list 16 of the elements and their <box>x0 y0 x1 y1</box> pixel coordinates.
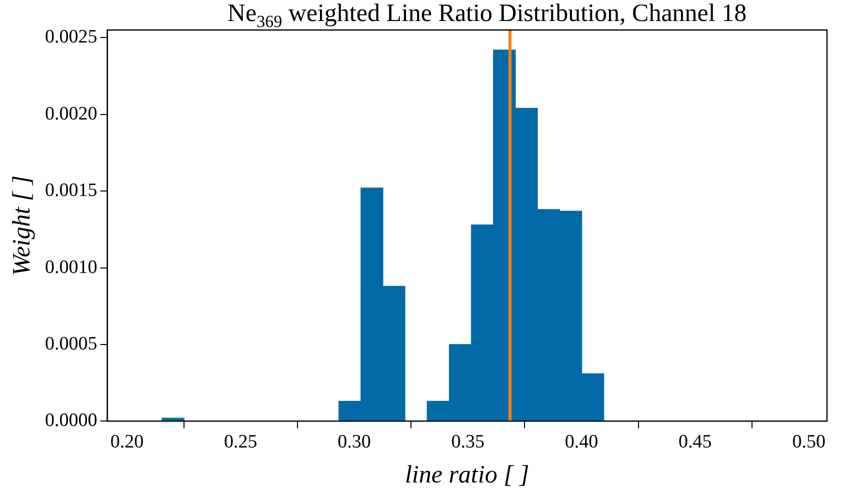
y-tick-label: 0.0015 <box>45 180 98 202</box>
y-axis-title: Weight [ ] <box>8 175 36 276</box>
y-tick-label: 0.0010 <box>45 256 98 278</box>
y-tick-label: 0.0025 <box>45 26 98 48</box>
x-tick-label: 0.25 <box>224 432 258 453</box>
y-tick-label: 0.0005 <box>45 333 98 354</box>
x-tick-label: 0.45 <box>678 432 712 453</box>
x-tick-label: 0.50 <box>792 432 826 453</box>
x-tick-label: 0.35 <box>451 432 485 453</box>
chart-title: Ne$_{369}$ weighted Line Ratio Distribution, Channel 18 <box>226 0 748 32</box>
y-tick-label: 0.0000 <box>45 410 98 432</box>
x-tick-label: 0.30 <box>338 432 371 453</box>
x-axis-title: line ratio [ ] <box>404 462 530 489</box>
x-tick-label: 0.20 <box>110 432 144 453</box>
y-tick-label: 0.0020 <box>45 103 98 124</box>
x-tick-label: 0.40 <box>564 432 598 453</box>
